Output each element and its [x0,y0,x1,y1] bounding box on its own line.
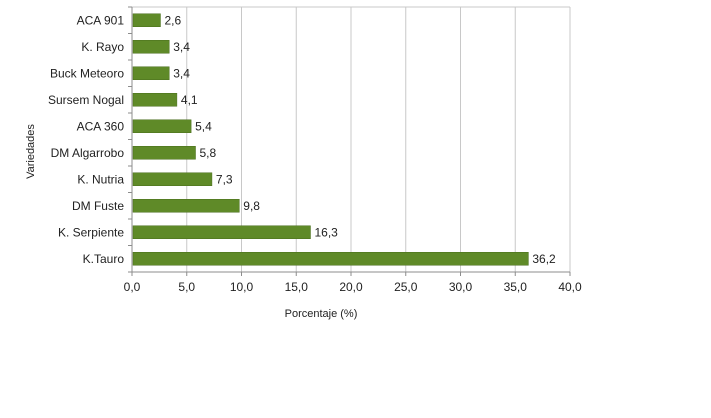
x-tick-label: 30,0 [449,280,473,294]
data-label: 16,3 [314,225,338,239]
x-tick-label: 40,0 [558,280,582,294]
category-label: Sursem Nogal [48,93,124,107]
labels: 0,0 5,0 10,0 15,0 20,0 25,0 30,0 35,0 40,0 ACA 90… [48,13,582,294]
data-label: 2,6 [164,13,181,27]
axes [128,6,571,276]
data-label: 3,4 [173,66,190,80]
category-label: ACA 360 [77,119,125,133]
data-label: 5,8 [200,146,217,160]
category-label: Buck Meteoro [50,66,124,80]
bar [132,40,170,54]
bar [132,252,529,266]
bar [132,119,192,133]
bar [132,172,213,186]
y-axis-title: Variedades [25,124,37,179]
bar [132,146,196,160]
data-label: 3,4 [173,40,190,54]
bar [132,225,311,239]
category-label: K. Rayo [81,40,124,54]
x-tick-label: 5,0 [178,280,195,294]
x-tick-label: 35,0 [504,280,528,294]
bars [132,13,529,266]
bar [132,66,170,80]
category-label: K.Tauro [83,252,125,266]
data-label: 4,1 [181,93,198,107]
data-label: 36,2 [532,252,556,266]
category-label: K. Serpiente [58,225,124,239]
x-tick-label: 20,0 [339,280,363,294]
bar [132,199,240,213]
x-tick-label: 10,0 [230,280,254,294]
x-tick-label: 25,0 [394,280,418,294]
gridlines [132,6,571,272]
bar [132,93,178,107]
category-label: ACA 901 [77,13,125,27]
category-label: K. Nutria [77,172,124,186]
x-tick-label: 15,0 [285,280,309,294]
data-label: 9,8 [243,199,260,213]
category-label: DM Algarrobo [51,146,125,160]
x-axis-title: Porcentaje (%) [285,308,358,320]
bar [132,13,161,27]
x-tick-label: 0,0 [124,280,141,294]
data-label: 7,3 [216,172,233,186]
data-label: 5,4 [195,119,212,133]
category-label: DM Fuste [72,199,124,213]
